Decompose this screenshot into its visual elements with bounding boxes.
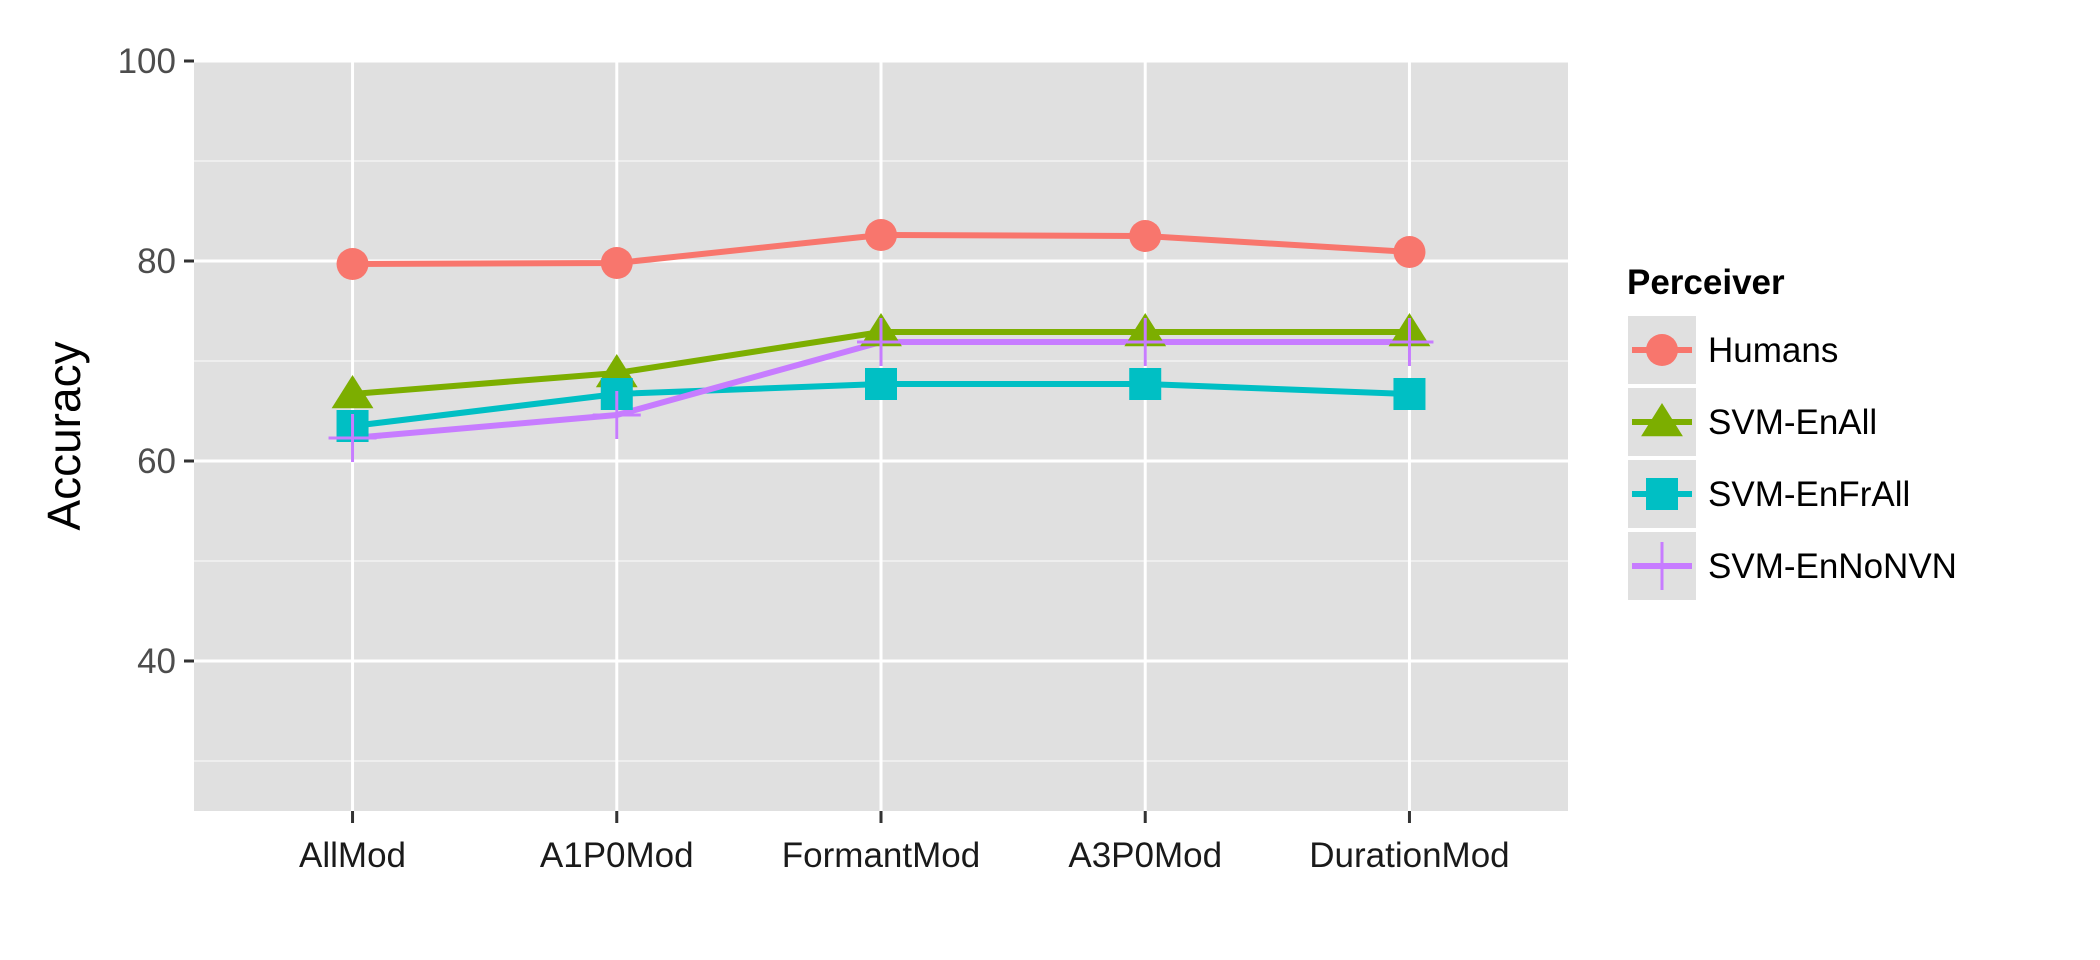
y-tick-label: 40 xyxy=(137,642,176,681)
legend-key-marker xyxy=(1646,478,1678,510)
axes: 40 60 80 100 AllMod A1P0Mod FormantMod A3P0Mod D… xyxy=(118,42,1510,875)
x-tick-label: FormantMod xyxy=(782,836,980,875)
data-point-svm-enfrall xyxy=(1129,368,1162,400)
legend-key-marker xyxy=(1646,334,1678,366)
data-point-svm-ennonvn xyxy=(1385,318,1434,366)
y-axis-label: Accuracy xyxy=(38,341,90,530)
data-point-svm-ennonvn xyxy=(328,414,377,462)
data-point-humans xyxy=(600,247,633,279)
legend-item-svm-ennonvn: SVM-EnNoNVN xyxy=(1628,532,1957,600)
data-point-svm-enall xyxy=(331,375,374,409)
y-tick-label: 60 xyxy=(137,442,176,481)
data-point-svm-enfrall xyxy=(865,368,897,400)
series-markers xyxy=(328,219,1434,462)
data-point-humans xyxy=(1129,220,1162,252)
legend-label: SVM-EnAll xyxy=(1708,403,1877,442)
legend-item-humans: Humans xyxy=(1628,316,1838,384)
legend-item-svm-enfrall: SVM-EnFrAll xyxy=(1628,460,1910,528)
legend-key-marker xyxy=(1641,403,1683,437)
x-tick-label: DurationMod xyxy=(1309,836,1509,875)
data-point-humans xyxy=(865,219,897,251)
legend-label: SVM-EnNoNVN xyxy=(1708,547,1957,586)
legend-label: SVM-EnFrAll xyxy=(1708,475,1910,514)
data-point-svm-ennonvn xyxy=(592,391,641,439)
x-tick-label: A3P0Mod xyxy=(1068,836,1222,875)
data-point-humans xyxy=(336,248,369,280)
data-point-humans xyxy=(1393,236,1426,268)
data-point-svm-ennonvn xyxy=(857,318,905,366)
y-tick-label: 100 xyxy=(118,42,176,81)
y-tick-label: 80 xyxy=(137,242,176,281)
legend: Perceiver Humans SVM-EnAll SVM-EnFrAll SVM-… xyxy=(1627,263,1957,600)
x-tick-label: A1P0Mod xyxy=(540,836,694,875)
legend-title: Perceiver xyxy=(1627,263,1785,302)
legend-item-svm-enall: SVM-EnAll xyxy=(1628,388,1877,456)
legend-items: Humans SVM-EnAll SVM-EnFrAll SVM-EnNoNVN xyxy=(1628,316,1957,600)
data-point-svm-ennonvn xyxy=(1121,318,1170,366)
legend-label: Humans xyxy=(1708,331,1838,370)
x-tick-label: AllMod xyxy=(299,836,406,875)
data-point-svm-enfrall xyxy=(1393,378,1426,410)
legend-key-marker xyxy=(1638,542,1686,590)
